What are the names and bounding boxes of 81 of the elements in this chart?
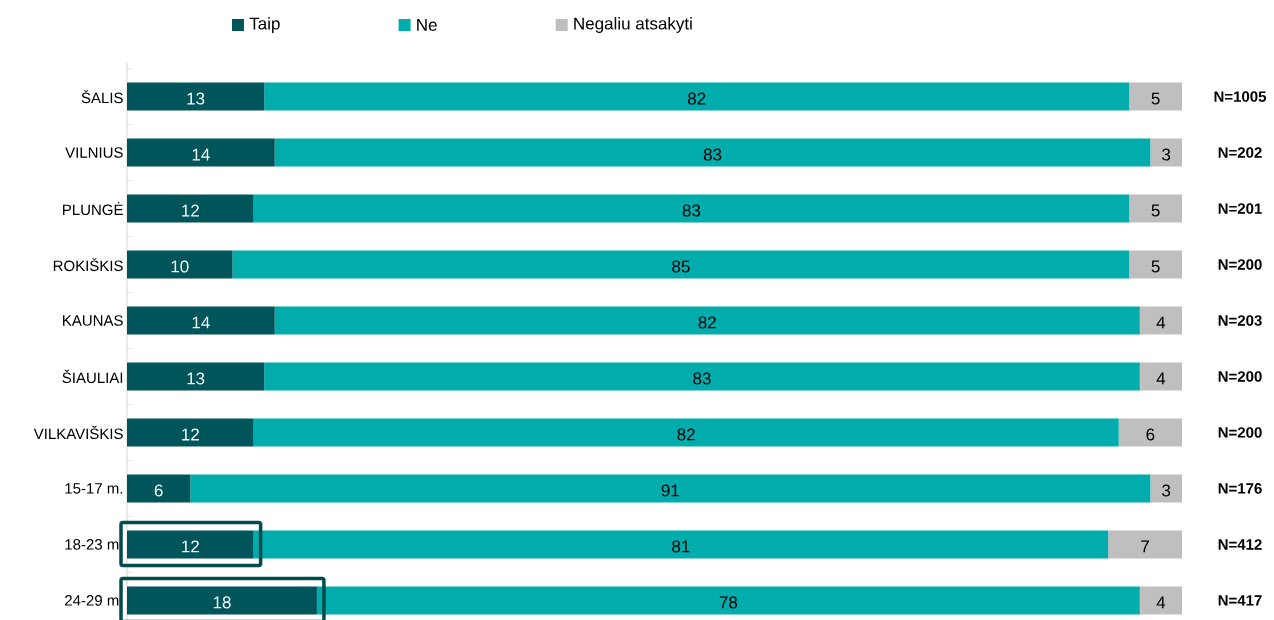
data-label: 78 (719, 596, 738, 609)
data-label: 3 (1162, 148, 1171, 161)
data-label: 4 (1156, 372, 1166, 385)
legend-label: Taip (249, 17, 280, 33)
data-label: 13 (187, 92, 205, 105)
data-label: 85 (672, 260, 690, 273)
y-tick-label: KAUNAS (63, 315, 123, 326)
text: N=176 (1218, 483, 1262, 494)
bar (127, 82, 265, 111)
text: N=200 (1218, 371, 1262, 382)
data-label: 83 (693, 372, 711, 385)
bar (1150, 138, 1182, 167)
bar (253, 194, 1130, 223)
bar (1118, 418, 1182, 447)
bar (274, 306, 1140, 335)
y-tick-label: VILNIUS (65, 147, 123, 158)
data-label: 5 (1151, 204, 1160, 217)
bar (127, 586, 317, 615)
bar (190, 474, 1151, 503)
bar (1129, 82, 1182, 111)
bar (127, 194, 254, 223)
data-label: 14 (192, 316, 210, 329)
bar (253, 530, 1109, 559)
data-label: 82 (687, 92, 706, 105)
data-label: 12 (182, 204, 199, 217)
text: N=412 (1218, 539, 1262, 550)
data-label: 10 (171, 260, 189, 273)
text: N=202 (1218, 147, 1262, 158)
bar (127, 306, 275, 335)
data-label: 4 (1156, 316, 1166, 329)
legend-label: Negaliu atsakyti (574, 17, 692, 33)
bar (127, 362, 265, 391)
bar (127, 474, 191, 503)
text: N=200 (1218, 259, 1262, 270)
text: N=1005 (1214, 91, 1267, 102)
bar (127, 138, 275, 167)
y-tick-label: PLUNGĖ (63, 201, 123, 216)
y-tick-label: ŠALIS (81, 89, 123, 104)
text: N=417 (1218, 595, 1262, 606)
y-tick-label: ROKIŠKIS (53, 257, 123, 272)
text: N=201 (1218, 203, 1262, 214)
data-label: 13 (187, 372, 205, 385)
data-label: 82 (677, 428, 695, 441)
bar (127, 250, 233, 279)
bar (1129, 250, 1182, 279)
data-label: 14 (192, 148, 210, 161)
y-tick-label: 15-17 m. (65, 483, 123, 494)
bar (1139, 306, 1182, 335)
bar (127, 530, 254, 559)
data-label: 7 (1141, 540, 1149, 553)
bar (1108, 530, 1182, 559)
bar (1139, 362, 1182, 391)
y-tick-label: VILKAVIŠKIS (33, 425, 123, 440)
data-label: 83 (703, 148, 722, 161)
data-label: 4 (1156, 596, 1166, 609)
text: N=200 (1218, 427, 1262, 438)
data-label: 6 (1146, 428, 1155, 441)
bar (232, 250, 1130, 279)
data-label: 12 (182, 540, 199, 553)
bar (253, 418, 1119, 447)
bar (1150, 474, 1182, 503)
bar (316, 586, 1140, 615)
bar (1129, 194, 1182, 223)
text: N=203 (1218, 315, 1262, 326)
data-label: 5 (1151, 92, 1160, 105)
legend-label: Ne (417, 19, 437, 31)
data-label: 6 (154, 484, 163, 497)
bar (1139, 586, 1182, 615)
data-label: 12 (182, 428, 199, 441)
data-label: 3 (1162, 484, 1171, 497)
bar (264, 362, 1140, 391)
data-label: 91 (661, 484, 679, 497)
data-label: 18 (213, 596, 231, 609)
bar (127, 418, 254, 447)
bar (264, 82, 1130, 111)
data-label: 82 (698, 316, 716, 329)
data-label: 83 (682, 204, 701, 217)
data-label: 5 (1151, 260, 1160, 273)
y-tick-label: ŠIAULIAI (62, 369, 123, 384)
data-label: 81 (672, 540, 690, 553)
bar (274, 138, 1151, 167)
